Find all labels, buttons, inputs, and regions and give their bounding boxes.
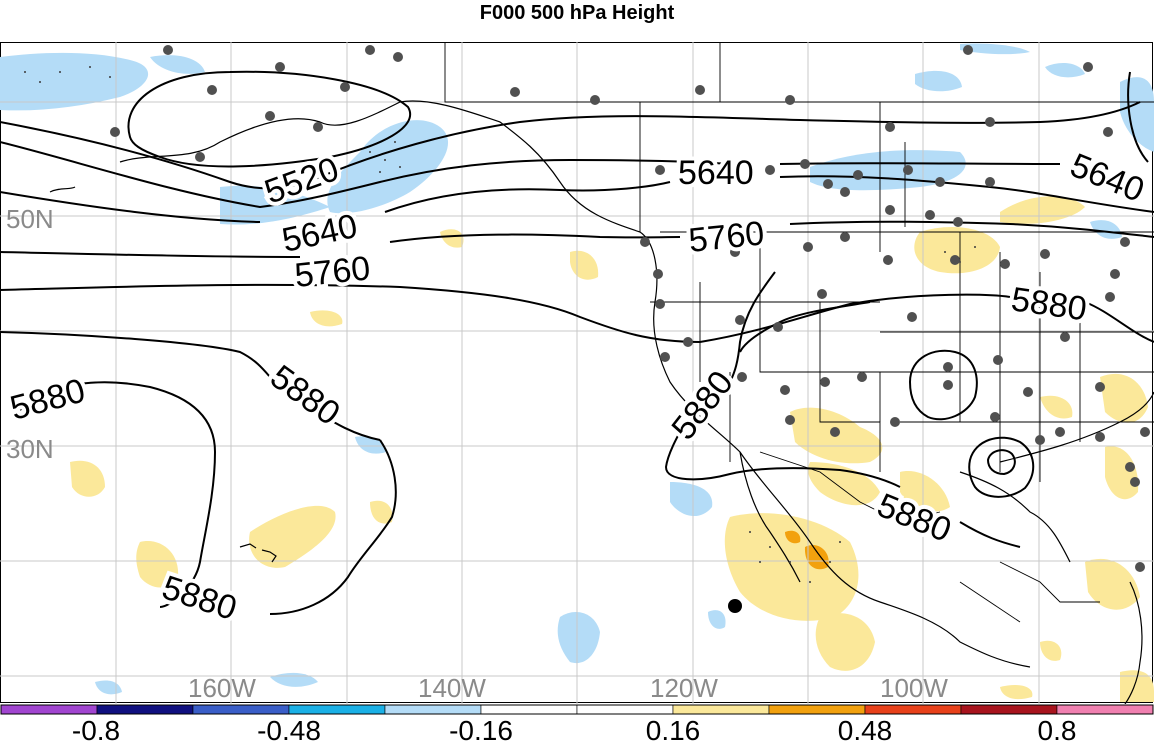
colorbar-swatches <box>0 704 1154 715</box>
colorbar-swatch <box>672 704 770 715</box>
political-borders <box>444 42 1154 623</box>
colorbar-swatch <box>0 704 98 715</box>
contour-label: 5760 <box>293 249 372 295</box>
colorbar: -0.8 -0.48 -0.16 0.16 0.48 0.8 <box>0 704 1154 742</box>
colorbar-swatch <box>1056 704 1154 715</box>
chart-title: F000 500 hPa Height <box>479 2 675 24</box>
colorbar-tick: 0.48 <box>838 715 893 742</box>
contour-label: 5640 <box>678 154 754 192</box>
highlighted-station <box>728 599 742 613</box>
observation-stations <box>110 45 1150 572</box>
colorbar-frame <box>0 704 1154 715</box>
colorbar-swatch <box>480 704 578 715</box>
lon-label-120w: 120W <box>650 673 718 703</box>
colorbar-swatch <box>960 704 1058 715</box>
colorbar-swatch <box>288 704 386 715</box>
contour-label: 5760 <box>687 214 766 260</box>
stippling <box>24 66 976 583</box>
colorbar-swatch <box>384 704 482 715</box>
lat-label-30n: 30N <box>6 434 54 464</box>
lon-label-160w: 160W <box>188 673 256 703</box>
negative-anomaly-shading <box>0 43 1154 695</box>
colorbar-swatch <box>864 704 962 715</box>
positive-anomaly-shading <box>70 196 1154 702</box>
lon-label-100w: 100W <box>880 673 948 703</box>
colorbar-tick: 0.16 <box>646 715 701 742</box>
colorbar-tick: 0.8 <box>1038 715 1077 742</box>
height-contours <box>0 70 1154 615</box>
colorbar-swatch <box>96 704 194 715</box>
lon-label-140w: 140W <box>418 673 486 703</box>
colorbar-swatch <box>192 704 290 715</box>
lat-label-50n: 50N <box>6 204 54 234</box>
colorbar-swatch <box>768 704 866 715</box>
colorbar-tick: -0.8 <box>72 715 120 742</box>
colorbar-tick: -0.48 <box>257 715 321 742</box>
colorbar-swatch <box>576 704 674 715</box>
graticule <box>0 42 1154 704</box>
strong-positive-anomaly <box>785 530 829 570</box>
colorbar-tick: -0.16 <box>449 715 513 742</box>
weather-map: 5520 5640 5760 5640 5760 5640 5880 5880 … <box>0 42 1154 704</box>
